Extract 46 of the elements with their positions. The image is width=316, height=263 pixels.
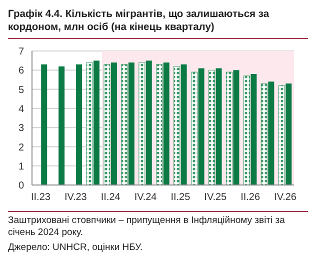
text: Джерело: UNHCR, оцінки НБУ.	[8, 242, 144, 254]
y-tick-label: 1	[18, 161, 24, 172]
bar	[58, 66, 65, 185]
x-tick-label: II.25	[170, 192, 191, 204]
bar	[278, 85, 285, 185]
y-tick-label: 7	[18, 46, 24, 58]
bar	[110, 62, 117, 185]
bar	[208, 70, 216, 185]
x-tick-label: IV.25	[204, 192, 228, 204]
bar	[198, 68, 204, 185]
bar	[121, 64, 128, 185]
bar	[268, 82, 274, 185]
bar	[191, 72, 198, 185]
bar	[174, 66, 180, 185]
x-tick-label: IV.24	[134, 192, 158, 204]
bar	[233, 70, 240, 185]
bar	[226, 72, 232, 185]
bar	[138, 62, 146, 185]
bar	[250, 74, 257, 185]
bar	[286, 84, 292, 185]
bar	[76, 64, 82, 185]
x-tick-label: II.26	[240, 192, 260, 204]
bar	[180, 64, 187, 185]
bar	[41, 64, 48, 185]
y-tick-label: 3	[18, 123, 24, 134]
bar	[243, 76, 250, 185]
y-tick-label: 2	[18, 142, 24, 154]
bar	[93, 60, 100, 185]
bar	[156, 64, 163, 185]
chart-title: Графік 4.4. Кількість мігрантів, що залишаються за кордоном, млн осіб (на кінець кварталу)	[8, 9, 270, 33]
bar	[146, 60, 152, 185]
y-tick-label: 0	[18, 180, 24, 192]
x-tick-label: II.23	[31, 192, 51, 204]
x-tick-label: IV.26	[274, 192, 297, 204]
bar	[163, 62, 170, 185]
bar	[260, 83, 268, 185]
bar	[216, 68, 222, 185]
x-tick-label: II.24	[100, 192, 121, 204]
bar	[104, 64, 110, 185]
y-tick-label: 6	[18, 66, 24, 77]
bar	[128, 62, 134, 185]
x-tick-label: IV.23	[64, 192, 88, 204]
y-tick-label: 4	[18, 104, 24, 115]
text: Заштриховані стовпчики – припущення в Інфляційному звіті за січень 2024 року.	[8, 215, 286, 239]
y-tick-label: 5	[18, 84, 24, 96]
bar	[86, 62, 93, 185]
